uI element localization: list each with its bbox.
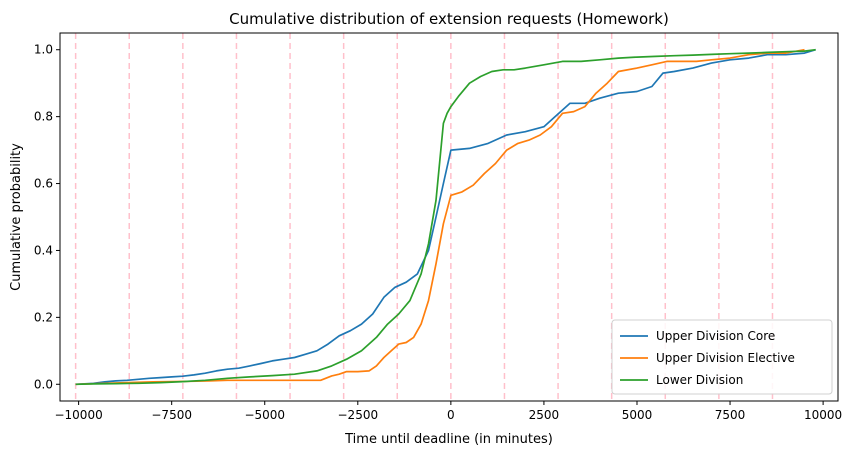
- legend-box: [611, 319, 833, 395]
- legend-label: Upper Division Elective: [656, 351, 795, 365]
- y-tick-label: 0.0: [34, 377, 53, 391]
- y-tick-label: 0.4: [34, 243, 53, 257]
- x-tick-label: 2500: [529, 408, 560, 422]
- y-tick-label: 0.8: [34, 110, 53, 124]
- series-line: [75, 48, 816, 386]
- y-axis: 0.0 0.2 0.4 0.6 0.8 1.0: [34, 43, 60, 391]
- y-tick-label: 1.0: [34, 43, 53, 57]
- legend-label: Lower Division: [656, 373, 743, 387]
- y-tick-label: 0.6: [34, 177, 53, 191]
- plot-area: [74, 33, 816, 401]
- legend-label: Upper Division Core: [656, 329, 775, 343]
- x-axis: −10000 −7500 −5000 −2500 0 2500 5000 7500 10000: [54, 401, 842, 422]
- y-tick-label: 0.2: [34, 310, 53, 324]
- legend: Upper Division Core Upper Division Electi…: [611, 319, 833, 395]
- x-tick-label: 5000: [622, 408, 653, 422]
- plot-frame: [59, 32, 839, 402]
- x-tick-label: 10000: [804, 408, 842, 422]
- chart-title: Cumulative distribution of extension req…: [229, 10, 669, 28]
- x-tick-label: −10000: [54, 408, 102, 422]
- x-tick-label: 7500: [715, 408, 746, 422]
- x-tick-label: 0: [447, 408, 455, 422]
- series-line: [75, 48, 816, 386]
- series-line: [75, 48, 805, 386]
- x-tick-label: −5000: [244, 408, 285, 422]
- x-axis-label: Time until deadline (in minutes): [344, 432, 553, 447]
- x-tick-label: −2500: [338, 408, 379, 422]
- x-tick-label: −7500: [151, 408, 192, 422]
- y-axis-label: Cumulative probability: [9, 143, 24, 291]
